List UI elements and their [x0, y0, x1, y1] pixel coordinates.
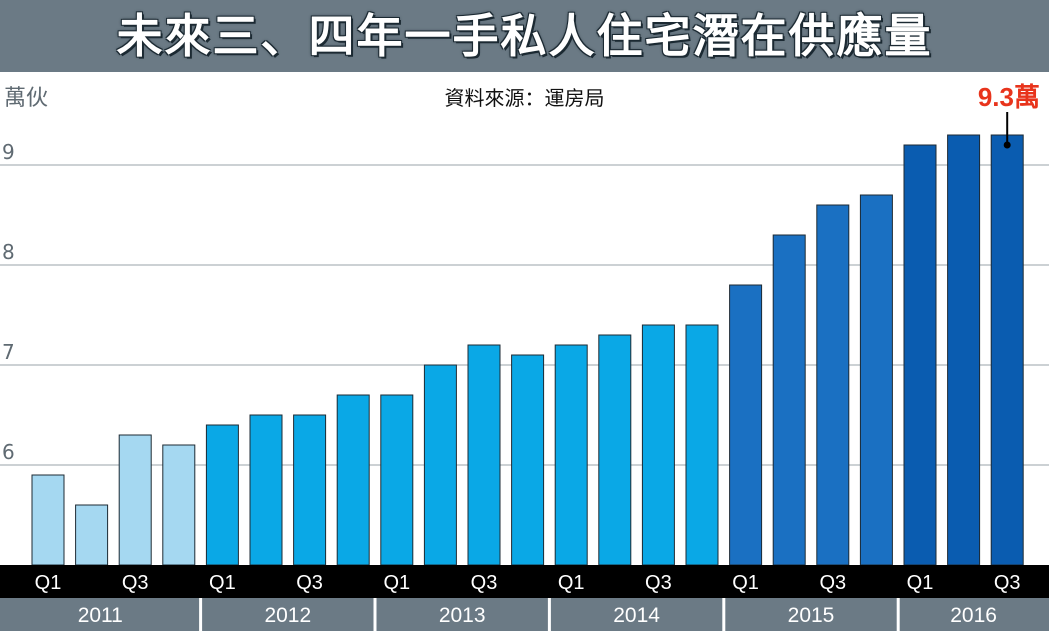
bar-2014-q2 — [598, 334, 632, 566]
bar-2012-q2 — [249, 414, 283, 566]
bar-2011-q3 — [118, 434, 152, 566]
bar-2014-q1 — [554, 344, 588, 566]
year-label-2014: 2014 — [613, 604, 660, 627]
x-tick-label-q3-5: Q3 — [471, 572, 498, 594]
bar-2012-q3 — [293, 414, 327, 566]
y-tick-label-7: 7 — [2, 340, 15, 364]
y-tick-label-9: 9 — [2, 140, 15, 164]
year-label-2011: 2011 — [78, 604, 123, 627]
x-tick-label-q1-0: Q1 — [35, 572, 62, 594]
x-tick-label-q1-4: Q1 — [383, 572, 410, 594]
bar-2015-q2 — [772, 234, 806, 566]
x-tick-label-q3-1: Q3 — [122, 572, 149, 594]
bar-2011-q4 — [162, 444, 196, 566]
x-tick-label-q1-6: Q1 — [558, 572, 585, 594]
x-tick-label-q3-3: Q3 — [296, 572, 323, 594]
bar-2014-q3 — [641, 324, 675, 566]
x-tick-label-q3-11: Q3 — [994, 572, 1021, 594]
bar-2013-q1 — [380, 394, 414, 566]
y-tick-label-8: 8 — [2, 240, 15, 264]
x-tick-label-q1-10: Q1 — [907, 572, 934, 594]
bar-2015-q1 — [729, 284, 763, 566]
bar-2011-q2 — [75, 504, 109, 566]
bar-2016-q2 — [947, 134, 981, 566]
bar-2011-q1 — [31, 474, 65, 566]
y-tick-label-6: 6 — [2, 440, 15, 464]
bar-2015-q4 — [859, 194, 893, 566]
quarter-axis-band — [0, 565, 1049, 598]
bar-2013-q4 — [511, 354, 545, 566]
chart-title: 未來三、四年一手私人住宅潛在供應量 — [116, 9, 933, 63]
bar-2012-q4 — [336, 394, 370, 566]
source-note: 資料來源：運房局 — [444, 86, 605, 110]
y-axis-unit-label: 萬伙 — [4, 86, 49, 111]
bar-2014-q4 — [685, 324, 719, 566]
bar-2015-q3 — [816, 204, 850, 566]
annotation-label: 9.3萬 — [978, 82, 1040, 112]
year-axis-band — [0, 598, 1049, 631]
annotation-dot — [1003, 141, 1011, 149]
year-label-2012: 2012 — [264, 604, 311, 627]
bar-2013-q2 — [423, 364, 457, 566]
x-tick-label-q1-8: Q1 — [732, 572, 759, 594]
x-tick-label-q1-2: Q1 — [209, 572, 236, 594]
bar-2016-q1 — [903, 144, 937, 566]
year-label-2015: 2015 — [788, 604, 835, 627]
bar-2013-q3 — [467, 344, 501, 566]
bar-2012-q1 — [205, 424, 239, 566]
x-tick-label-q3-9: Q3 — [819, 572, 846, 594]
year-label-2016: 2016 — [950, 604, 997, 627]
title-bar — [0, 0, 1049, 72]
x-tick-label-q3-7: Q3 — [645, 572, 672, 594]
year-label-2013: 2013 — [439, 604, 486, 627]
bar-2016-q3 — [990, 134, 1024, 566]
